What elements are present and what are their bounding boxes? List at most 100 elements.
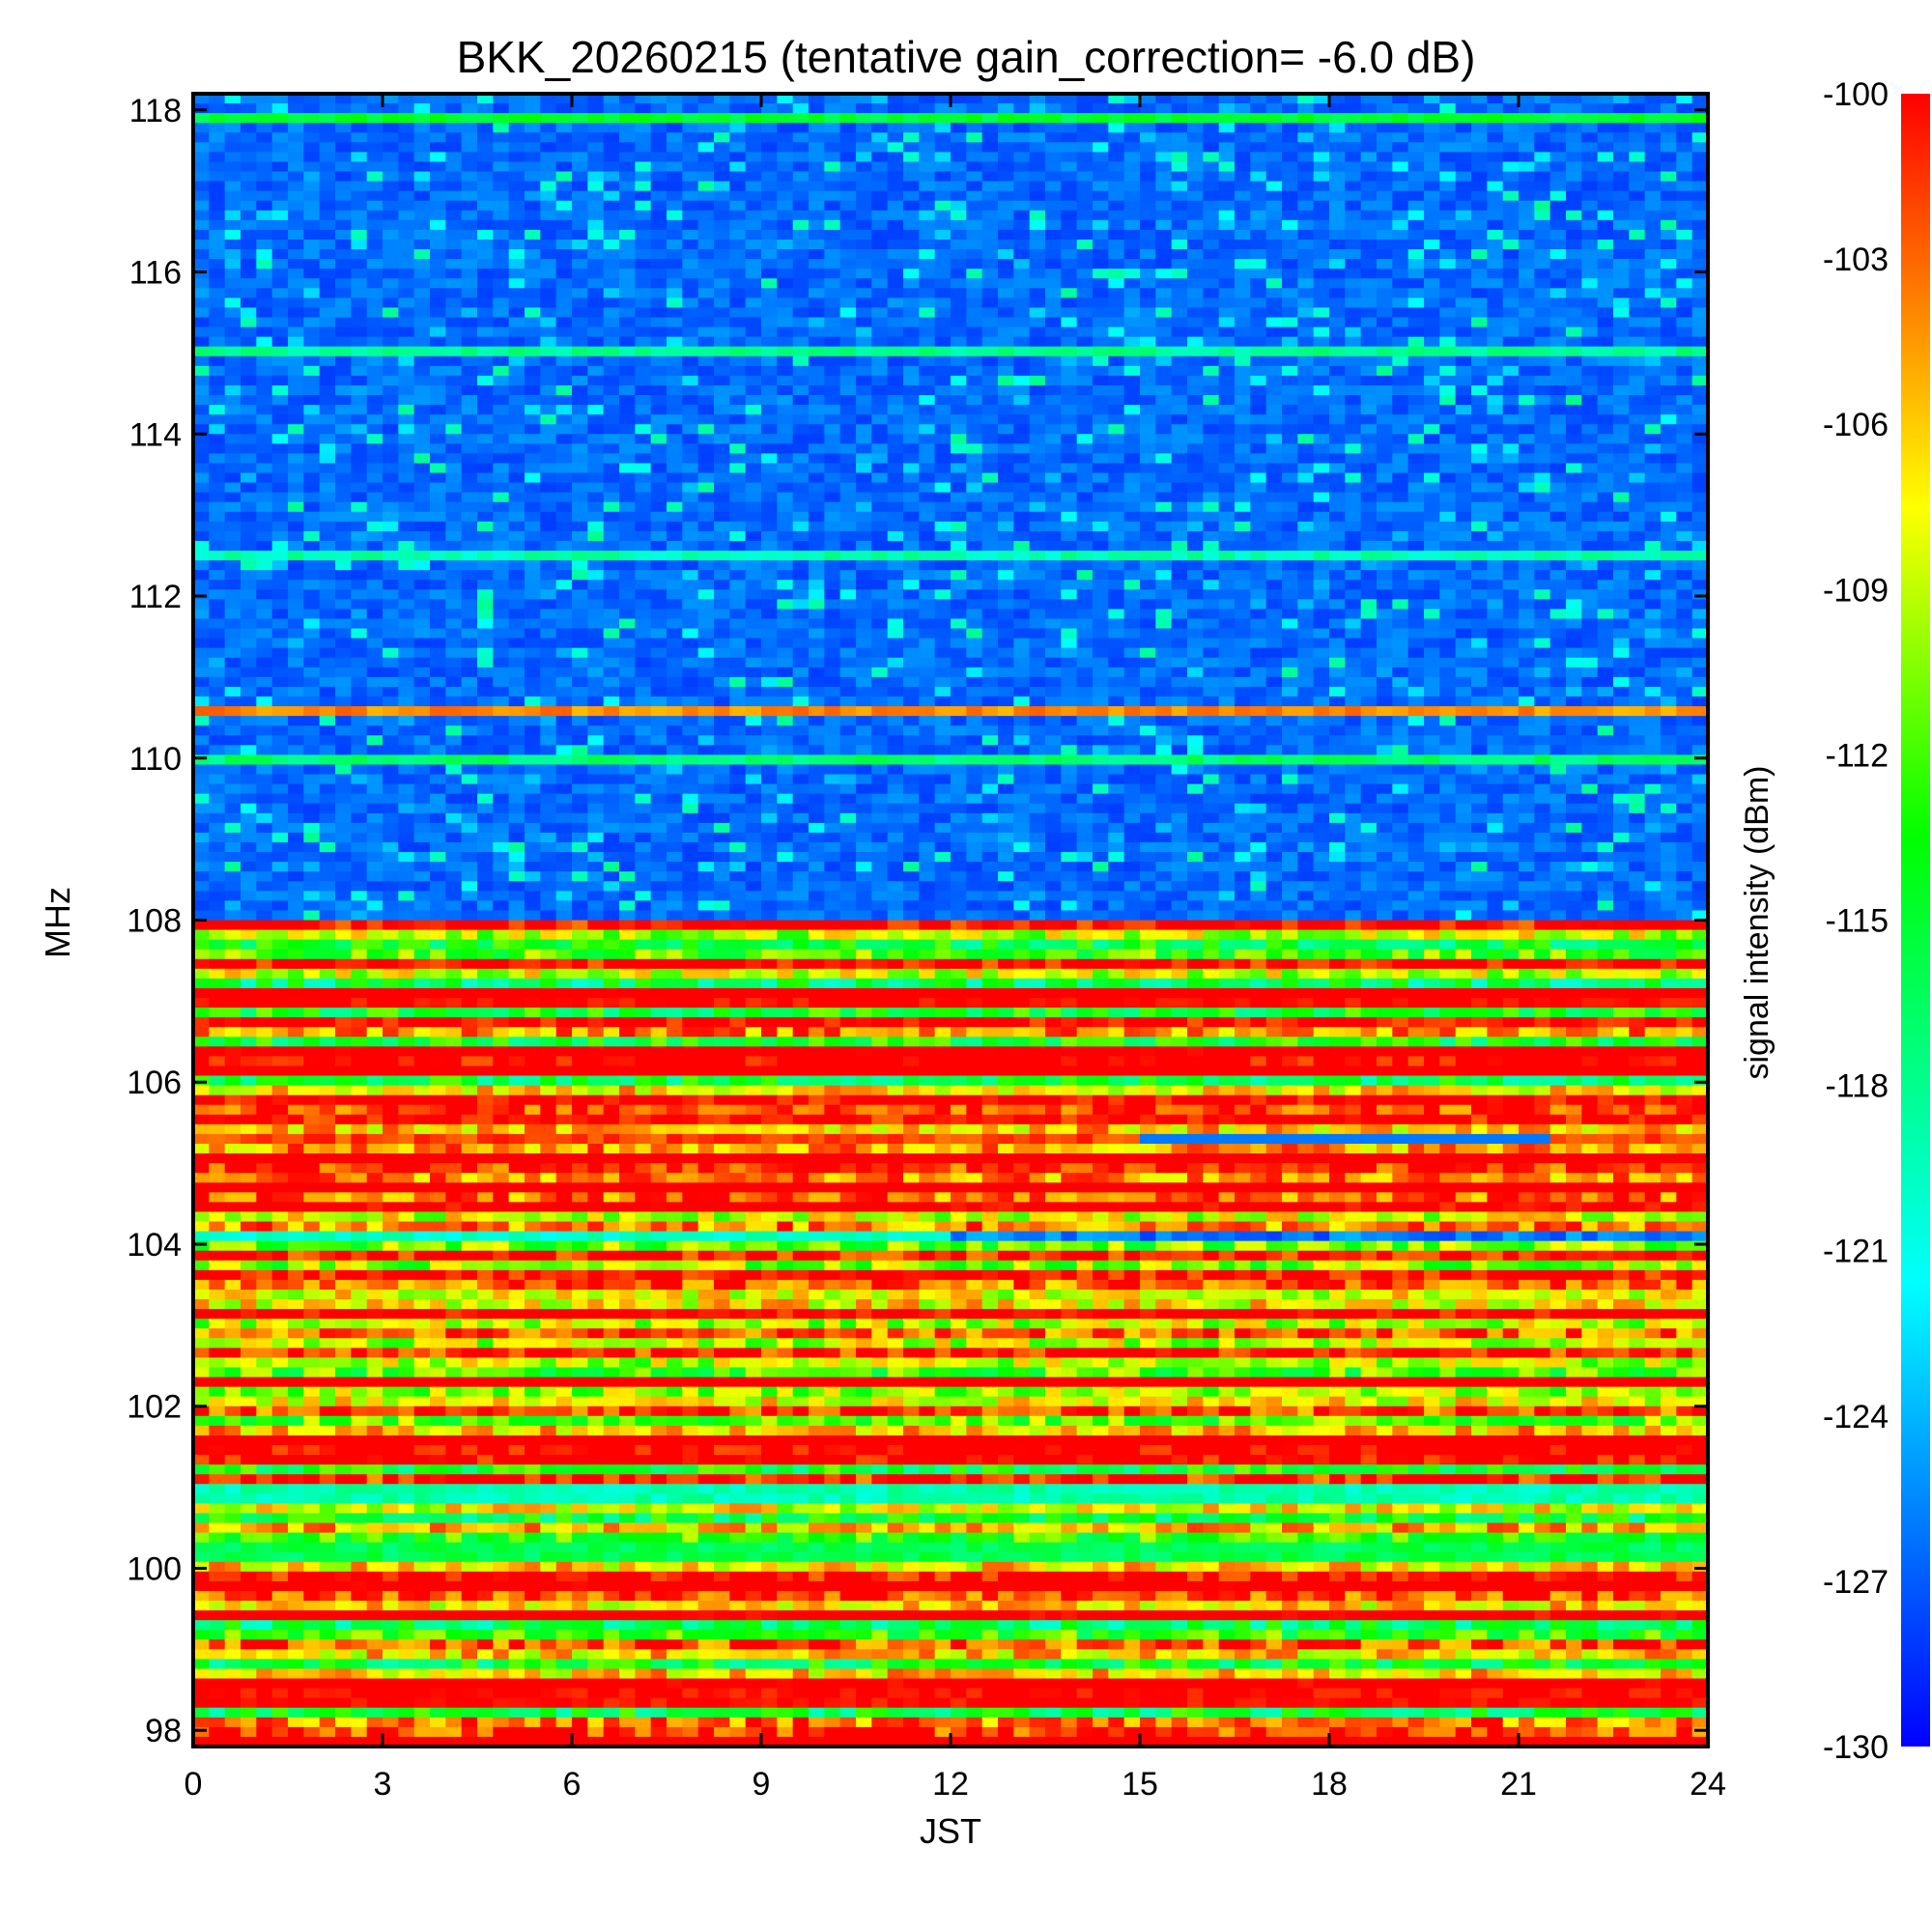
heatmap-cell: [1123, 375, 1141, 386]
heatmap-cell: [871, 501, 889, 513]
heatmap-cell: [587, 424, 605, 435]
heatmap-cell: [241, 142, 257, 153]
heatmap-cell: [1392, 123, 1409, 133]
heatmap-cell: [714, 132, 730, 143]
heatmap-cell: [1218, 424, 1236, 435]
heatmap-cell: [319, 190, 336, 202]
heatmap-cell: [761, 103, 778, 114]
heatmap-cell: [1345, 103, 1362, 114]
heatmap-cell: [587, 511, 605, 523]
heatmap-cell: [319, 395, 336, 406]
heatmap-cell: [1471, 200, 1488, 212]
heatmap-cell: [224, 365, 242, 377]
heatmap-cell: [193, 365, 210, 377]
heatmap-cell: [1392, 219, 1409, 231]
heatmap-cell: [1439, 492, 1457, 503]
heatmap-cell: [1424, 249, 1440, 260]
heatmap-cell: [1519, 152, 1535, 163]
heatmap-cell: [998, 336, 1014, 348]
heatmap-cell: [839, 560, 857, 571]
heatmap-cell: [1502, 161, 1520, 173]
heatmap-cell: [508, 181, 526, 192]
heatmap-cell: [729, 521, 747, 532]
heatmap-cell: [697, 589, 715, 600]
heatmap-cell: [1661, 142, 1677, 153]
heatmap-cell: [729, 589, 747, 600]
heatmap-cell: [335, 355, 352, 367]
heatmap-cell: [1123, 161, 1141, 173]
heatmap-cell: [1123, 288, 1141, 298]
heatmap-cell: [824, 560, 841, 571]
heatmap-cell: [1566, 190, 1582, 202]
heatmap-cell: [856, 190, 872, 202]
heatmap-cell: [1265, 570, 1283, 581]
heatmap-cell: [682, 463, 699, 474]
heatmap-cell: [1676, 249, 1693, 260]
heatmap-cell: [1218, 501, 1236, 513]
heatmap-cell: [1250, 355, 1267, 367]
heatmap-cell: [1487, 405, 1504, 415]
heatmap-cell: [241, 472, 257, 484]
heatmap-cell: [824, 142, 841, 153]
heatmap-cell: [1155, 269, 1173, 279]
heatmap-cell: [998, 570, 1014, 581]
heatmap-cell: [587, 94, 605, 104]
heatmap-cell: [508, 219, 526, 231]
heatmap-cell: [1140, 560, 1156, 571]
heatmap-cell: [1093, 501, 1109, 513]
heatmap-cell: [761, 94, 778, 104]
heatmap-cell: [271, 190, 289, 202]
heatmap-cell: [1029, 298, 1046, 309]
heatmap-cell: [667, 152, 683, 163]
heatmap-cell: [1471, 94, 1488, 104]
heatmap-cell: [461, 113, 478, 124]
heatmap-cell: [1549, 327, 1567, 338]
heatmap-cell: [241, 327, 257, 338]
heatmap-cell: [319, 219, 336, 231]
heatmap-cell: [303, 113, 321, 124]
heatmap-cell: [871, 142, 889, 153]
heatmap-cell: [493, 355, 510, 367]
heatmap-cell: [1313, 540, 1330, 552]
heatmap-cell: [398, 307, 415, 319]
heatmap-cell: [572, 181, 588, 192]
heatmap-cell: [1549, 229, 1567, 241]
heatmap-cell: [824, 327, 841, 338]
heatmap-cell: [919, 132, 936, 143]
heatmap-cell: [1502, 259, 1520, 270]
heatmap-cell: [998, 307, 1014, 319]
heatmap-cell: [572, 152, 588, 163]
heatmap-cell: [413, 511, 431, 523]
heatmap-cell: [540, 453, 557, 465]
heatmap-cell: [1313, 269, 1330, 279]
heatmap-cell: [1045, 317, 1062, 328]
heatmap-cell: [1487, 501, 1504, 513]
heatmap-cell: [1123, 434, 1141, 444]
heatmap-cell: [461, 405, 478, 415]
heatmap-cell: [1282, 249, 1298, 260]
heatmap-cell: [319, 259, 336, 270]
heatmap-cell: [383, 123, 399, 133]
heatmap-cell: [1187, 327, 1204, 338]
heatmap-cell: [319, 463, 336, 474]
heatmap-cell: [809, 259, 825, 270]
heatmap-cell: [1392, 239, 1409, 250]
heatmap-cell: [1519, 530, 1535, 542]
heatmap-cell: [635, 307, 652, 319]
heatmap-cell: [919, 501, 936, 513]
heatmap-cell: [871, 405, 889, 415]
heatmap-cell: [319, 501, 336, 513]
heatmap-cell: [1502, 551, 1520, 561]
heatmap-cell: [1171, 384, 1188, 396]
heatmap-cell: [1235, 132, 1251, 143]
heatmap-cell: [1377, 229, 1393, 241]
heatmap-cell: [745, 200, 762, 212]
heatmap-cell: [1155, 161, 1173, 173]
heatmap-cell: [555, 103, 573, 114]
heatmap-cell: [1061, 346, 1078, 357]
heatmap-cell: [1235, 307, 1251, 319]
heatmap-cell: [981, 181, 999, 192]
heatmap-cell: [809, 190, 825, 202]
heatmap-cell: [1644, 259, 1662, 270]
heatmap-cell: [1534, 365, 1551, 377]
